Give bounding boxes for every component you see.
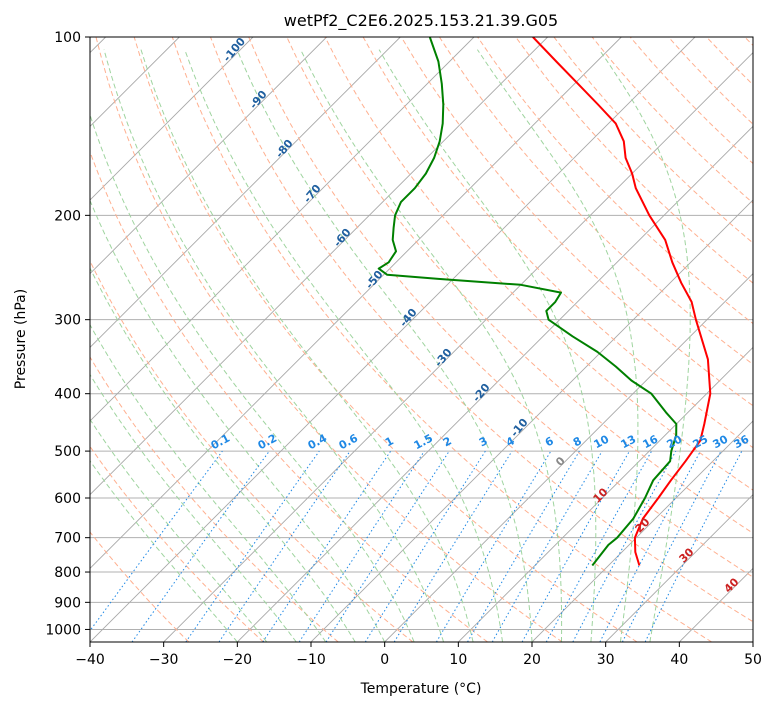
mixing-ratio-line (545, 450, 653, 642)
x-tick-label: −10 (296, 652, 326, 668)
mixing-ratio-line (325, 450, 450, 642)
mixing-ratio-line (572, 450, 677, 642)
dewpoint-profile-line (377, 37, 678, 567)
y-tick-label: 600 (54, 491, 81, 507)
x-tick-label: −40 (75, 652, 105, 668)
data-series (377, 37, 712, 567)
dry-adiabat-line (438, 37, 753, 366)
moist-adiabat-line (184, 49, 503, 642)
x-tick-label: 50 (744, 652, 762, 668)
isotherm-line (605, 494, 753, 642)
isotherm-line (90, 37, 475, 422)
moist-adiabat-line (103, 49, 445, 642)
isotherm-line (90, 37, 548, 496)
isotherm-line (90, 37, 254, 201)
mixing-ratio-label: 36 (732, 432, 752, 451)
y-tick-label: 1000 (45, 622, 81, 638)
moist-adiabat-line (236, 49, 533, 642)
dry-adiabat-line (95, 37, 563, 642)
dry-adiabat-line (171, 37, 712, 642)
dry-adiabat-line (90, 445, 264, 642)
y-tick-label: 800 (54, 565, 81, 581)
moist-adiabat-line (476, 49, 639, 642)
dry-adiabat-line (90, 356, 339, 642)
y-tick-label: 100 (54, 30, 81, 46)
moist-adiabat-line (598, 49, 691, 642)
dry-adiabat-line (133, 37, 638, 642)
y-tick-label: 300 (54, 313, 81, 329)
y-tick-label: 900 (54, 595, 81, 611)
mixing-ratio-line (90, 450, 223, 632)
mixing-ratio-line (521, 450, 630, 642)
moist-adiabat-line (378, 49, 597, 642)
mixing-ratio-line (131, 450, 270, 642)
y-tick-label: 500 (54, 444, 81, 460)
mixing-ratio-label: 30 (711, 432, 731, 451)
x-tick-label: 10 (449, 652, 467, 668)
mixing-ratio-line (185, 450, 320, 642)
x-tick-label: −20 (223, 652, 253, 668)
y-axis-ticks: 100 200 300 400 500 600 700 800 900 1000 (45, 30, 90, 638)
isotherm-line (384, 273, 753, 642)
mixing-ratio-label: 10 (592, 432, 612, 451)
dry-adiabat-line (248, 37, 753, 578)
moist-adiabat-line (90, 199, 386, 642)
mixing-ratio-line (393, 450, 513, 642)
plot-frame (89, 36, 754, 643)
y-tick-label: 700 (54, 531, 81, 547)
y-axis-label: Pressure (hPa) (13, 289, 29, 389)
dry-adiabat-line (90, 531, 190, 642)
moist-adiabat-line (90, 113, 415, 642)
mixing-ratio-line (644, 450, 743, 642)
isotherm-line (163, 52, 753, 642)
mixing-ratio-label: 25 (691, 433, 711, 452)
x-axis-ticks: −40 −30 −20 −10 0 10 20 30 40 50 (75, 642, 762, 668)
dry-adiabat-line (210, 37, 753, 623)
mixing-ratio-label: 20 (665, 432, 685, 451)
isotherm-line (90, 37, 696, 642)
mixing-ratio-line (218, 450, 351, 642)
x-tick-label: 0 (380, 652, 389, 668)
isotherm-line (90, 37, 622, 569)
dry-adiabat-line (90, 150, 488, 642)
mixing-ratio-line (298, 450, 425, 642)
x-tick-label: −30 (149, 652, 179, 668)
temperature-profile-line (532, 37, 712, 566)
isotherm-line (531, 420, 753, 642)
plot-area (90, 37, 753, 642)
x-tick-label: 40 (670, 652, 688, 668)
dry-adiabat-line (324, 37, 753, 491)
moist-adiabat-line (140, 49, 474, 642)
mixing-ratio-label: 16 (641, 432, 661, 451)
y-tick-label: 200 (54, 208, 81, 224)
moist-adiabat-line (90, 323, 327, 642)
mixing-ratio-line (262, 450, 392, 642)
dry-adiabat-line (515, 37, 753, 284)
moist-adiabat-line (300, 49, 563, 642)
x-tick-label: 20 (523, 652, 541, 668)
chart-title: wetPf2_C2E6.2025.153.21.39.G05 (284, 11, 558, 31)
mixing-ratio-label: 13 (619, 433, 639, 452)
y-tick-label: 400 (54, 387, 81, 403)
x-tick-label: 30 (597, 652, 615, 668)
isotherm-line (237, 125, 753, 642)
dry-adiabat-line (90, 259, 414, 642)
x-axis-label: Temperature (°C) (360, 681, 482, 697)
background-lines (90, 37, 753, 642)
isotherm-line (458, 346, 753, 642)
dry-adiabat-line (400, 37, 753, 407)
moist-adiabat-line (90, 267, 356, 642)
isotherm-line (90, 37, 327, 275)
